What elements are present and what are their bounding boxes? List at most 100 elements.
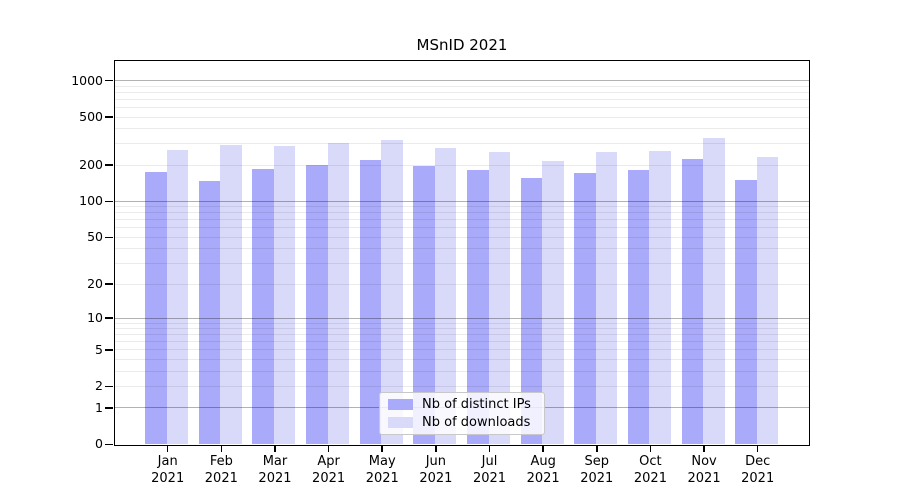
x-tick-month: Nov	[691, 454, 717, 469]
x-tick-label-may: May 2021	[350, 453, 414, 487]
bar-ips-jul	[467, 170, 489, 444]
gridline-5	[115, 349, 809, 351]
x-tick-year: 2021	[204, 471, 238, 486]
y-tick	[105, 116, 113, 118]
x-tick-year: 2021	[419, 471, 453, 486]
bar-downloads-apr	[327, 143, 350, 444]
y-tick-label: 100	[79, 193, 103, 209]
gridline-2	[115, 385, 809, 387]
x-tick-year: 2021	[312, 471, 346, 486]
x-tick	[220, 445, 223, 452]
x-tick-year: 2021	[472, 471, 507, 486]
x-tick-month: Mar	[262, 454, 288, 469]
gridline-1000	[115, 80, 809, 82]
y-tick	[105, 385, 113, 388]
y-tick-label: 500	[79, 109, 103, 125]
x-tick	[596, 445, 598, 452]
bar-ips-jan	[145, 171, 167, 444]
legend-label-distinct-ips: Nb of distinct IPs	[422, 397, 531, 412]
legend-label-downloads: Nb of downloads	[422, 415, 531, 430]
gridline-60	[115, 227, 809, 229]
x-tick-month: Dec	[745, 454, 771, 469]
x-tick-label-nov: Nov 2021	[672, 453, 736, 487]
x-tick-year: 2021	[741, 471, 775, 486]
x-tick	[435, 445, 437, 452]
y-tick	[105, 236, 113, 239]
gridline-50	[115, 236, 809, 238]
y-tick	[105, 407, 113, 409]
x-tick	[274, 445, 276, 452]
x-tick-month: May	[368, 454, 396, 469]
x-tick-month: Apr	[317, 454, 340, 469]
bar-ips-dec	[735, 179, 757, 444]
gridline-3	[115, 370, 809, 372]
x-tick	[703, 445, 705, 452]
gridline-700	[115, 98, 809, 100]
x-tick-label-apr: Apr 2021	[297, 453, 361, 487]
gridline-800	[115, 91, 809, 93]
y-tick	[105, 164, 113, 166]
x-tick	[756, 445, 759, 452]
legend-item-distinct-ips: Nb of distinct IPs	[388, 396, 536, 413]
chart-title: MSnID 2021	[416, 36, 508, 54]
legend-swatch-distinct-ips	[388, 399, 413, 410]
x-tick-label-aug: Aug 2021	[511, 453, 575, 487]
gridline-20	[115, 283, 809, 285]
x-tick-year: 2021	[526, 471, 560, 486]
gridline-600	[115, 107, 809, 108]
y-tick	[105, 349, 113, 351]
y-tick-label: 2	[95, 378, 103, 394]
x-tick-month: Jan	[157, 454, 178, 469]
y-tick-label: 10	[87, 310, 103, 326]
x-tick-label-oct: Oct 2021	[618, 453, 682, 487]
x-tick-month: Feb	[209, 454, 233, 469]
x-tick-year: 2021	[151, 471, 185, 486]
gridline-90	[115, 206, 809, 208]
gridline-200	[115, 164, 809, 166]
x-tick-month: Sep	[584, 454, 610, 469]
bar-ips-jun	[413, 165, 435, 444]
gridline-100	[115, 200, 809, 202]
x-tick	[381, 445, 383, 452]
bar-ips-aug	[520, 177, 543, 444]
y-tick-label: 50	[87, 229, 103, 245]
x-tick-label-mar: Mar 2021	[243, 453, 307, 487]
gridline-30	[115, 263, 809, 265]
bar-ips-may	[359, 160, 382, 444]
gridline-400	[115, 128, 809, 130]
bar-downloads-feb	[220, 145, 242, 444]
gridline-7	[115, 334, 809, 336]
y-tick	[105, 283, 113, 285]
y-tick-label: 1	[95, 399, 103, 415]
gridline-300	[115, 143, 809, 145]
bar-downloads-oct	[649, 150, 671, 444]
x-tick-label-feb: Feb 2021	[189, 453, 253, 487]
gridline-900	[115, 85, 809, 87]
bar-downloads-mar	[273, 146, 296, 444]
x-tick	[542, 445, 544, 452]
x-tick	[649, 445, 652, 452]
plot-area	[114, 60, 810, 446]
gridline-500	[115, 116, 809, 118]
bar-downloads-sep	[595, 151, 618, 444]
bar-ips-apr	[306, 164, 328, 444]
x-tick	[327, 445, 330, 452]
x-tick-label-sep: Sep 2021	[565, 453, 629, 487]
gridline-80	[115, 212, 809, 214]
y-tick	[105, 200, 113, 203]
bar-downloads-nov	[703, 138, 725, 444]
gridline-70	[115, 219, 809, 221]
y-tick-label: 20	[87, 276, 103, 292]
x-tick	[166, 445, 169, 452]
grid-layer	[115, 61, 809, 445]
legend-swatch-downloads	[388, 417, 413, 428]
x-tick-year: 2021	[365, 471, 399, 486]
x-tick-year: 2021	[258, 471, 292, 486]
x-tick-year: 2021	[633, 471, 667, 486]
y-tick-label: 200	[79, 157, 103, 173]
x-tick-month: Jul	[481, 454, 498, 469]
x-tick-year: 2021	[580, 471, 614, 486]
x-tick-label-dec: Dec 2021	[726, 453, 790, 487]
legend: Nb of distinct IPs Nb of downloads	[379, 392, 545, 435]
